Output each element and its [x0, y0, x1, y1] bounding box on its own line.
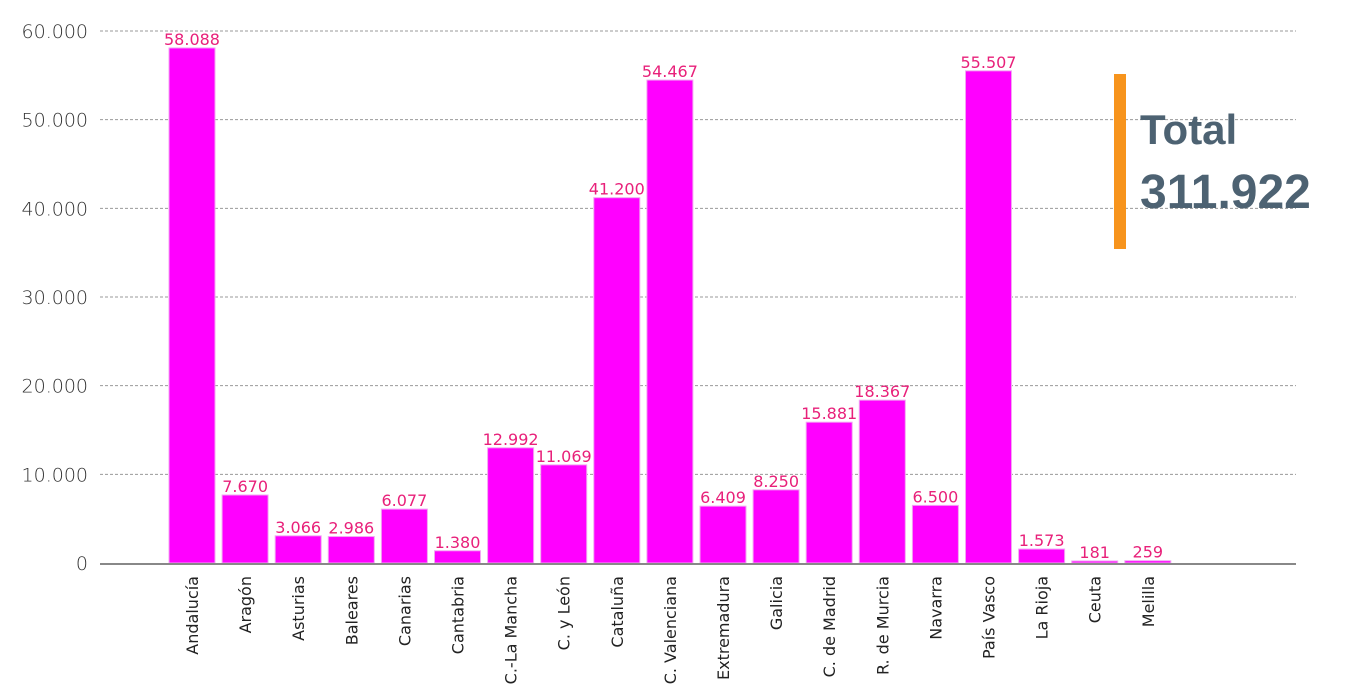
bars	[168, 47, 1172, 564]
data-label: 3.066	[275, 518, 321, 537]
data-label: 8.250	[753, 472, 799, 491]
y-axis-ticks: 0 10.000 20.000 30.000 40.000 50.000 60.000	[22, 21, 88, 575]
data-label: 6.409	[700, 488, 746, 507]
x-tick-label: Canarias	[395, 576, 414, 646]
bar	[1018, 548, 1066, 564]
y-tick-label: 20.000	[22, 376, 88, 398]
x-tick-label: Navarra	[926, 576, 945, 640]
data-label: 41.200	[589, 180, 645, 199]
x-axis-ticks: Andalucía Aragón Asturias Baleares Canarias C…	[183, 576, 1158, 684]
y-tick-label: 40.000	[22, 198, 88, 220]
y-tick-label: 30.000	[22, 287, 88, 309]
bar	[168, 47, 216, 564]
data-label: 2.986	[328, 519, 374, 538]
x-tick-label: Galicia	[767, 576, 786, 630]
total-callout: Total 311.922	[1114, 74, 1354, 249]
data-label: 55.507	[961, 53, 1017, 72]
data-label: 11.069	[536, 447, 592, 466]
x-tick-label: Extremadura	[714, 576, 733, 680]
x-tick-label: Aragón	[236, 576, 255, 633]
data-label: 12.992	[483, 430, 539, 449]
x-tick-label: Andalucía	[183, 576, 202, 655]
bar	[805, 421, 853, 564]
x-tick-label: Cataluña	[608, 576, 627, 648]
data-label: 259	[1133, 543, 1164, 562]
y-tick-label: 10.000	[22, 464, 88, 486]
y-tick-label: 60.000	[22, 21, 88, 43]
x-tick-label: C. de Madrid	[820, 576, 839, 677]
total-value: 311.922	[1140, 166, 1311, 219]
bar	[221, 494, 269, 564]
bar	[487, 447, 535, 564]
bar	[593, 197, 641, 564]
bar	[327, 536, 375, 564]
x-tick-label: C. Valenciana	[661, 576, 680, 684]
x-tick-label: Asturias	[289, 576, 308, 641]
x-tick-label: Melilla	[1139, 576, 1158, 627]
data-label: 54.467	[642, 62, 698, 81]
x-tick-label: Baleares	[342, 576, 361, 645]
bar	[752, 489, 800, 564]
data-label: 1.380	[435, 533, 481, 552]
bar	[434, 550, 481, 564]
data-label: 6.500	[912, 487, 958, 506]
data-label: 58.088	[164, 30, 220, 49]
data-label: 181	[1079, 543, 1110, 562]
bar	[965, 70, 1012, 564]
x-tick-label: País Vasco	[980, 576, 999, 659]
bar	[540, 464, 588, 564]
x-tick-label: C. y León	[555, 576, 574, 650]
bar	[274, 535, 322, 564]
data-label: 6.077	[381, 491, 427, 510]
data-label: 1.573	[1019, 531, 1065, 550]
bar	[699, 505, 747, 564]
data-label: 15.881	[801, 404, 857, 423]
data-label: 7.670	[222, 477, 268, 496]
gridlines	[100, 30, 1296, 475]
x-tick-label: C.-La Mancha	[502, 576, 521, 684]
total-accent-bar	[1114, 74, 1126, 249]
x-tick-label: La Rioja	[1033, 576, 1052, 639]
x-tick-label: Ceuta	[1086, 576, 1105, 623]
y-tick-label: 0	[76, 553, 88, 575]
bar	[646, 79, 694, 564]
x-tick-label: R. de Murcia	[873, 576, 892, 675]
total-label: Total	[1140, 106, 1238, 153]
data-label: 18.367	[854, 382, 910, 401]
bar	[380, 508, 428, 564]
x-tick-label: Cantabria	[449, 576, 468, 654]
data-labels: 58.088 7.670 3.066 2.986 6.077 1.380 12.99211.…	[164, 30, 1163, 562]
y-tick-label: 50.000	[22, 110, 88, 132]
bar	[911, 504, 959, 564]
bar	[858, 399, 906, 564]
